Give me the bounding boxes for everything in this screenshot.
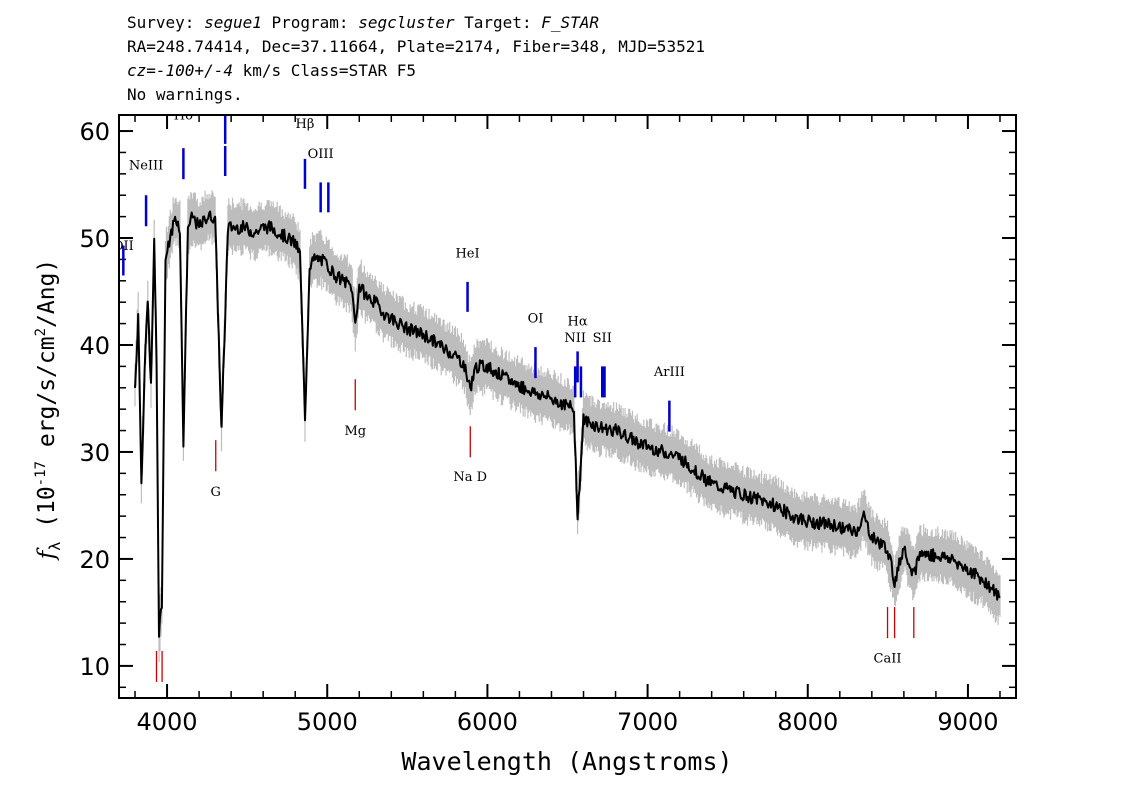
spectral-line-label: CaII bbox=[874, 652, 902, 667]
spectrum-header-line4: No warnings. bbox=[127, 85, 243, 104]
program-value: segcluster bbox=[358, 13, 455, 32]
y-tick-label: 20 bbox=[79, 546, 110, 574]
spectral-line-label: NII bbox=[564, 331, 586, 346]
spectral-line-label: Mg bbox=[344, 424, 366, 439]
x-tick-label: 8000 bbox=[777, 708, 838, 736]
spectral-line-label: OIII bbox=[308, 147, 334, 162]
spectral-line-label: Hδ bbox=[174, 108, 193, 123]
y-tick-label: 60 bbox=[79, 118, 110, 146]
survey-value: segue1 bbox=[204, 13, 262, 32]
spectral-line-label: HeI bbox=[455, 246, 479, 261]
x-tick-label: 9000 bbox=[937, 708, 998, 736]
spectral-line-label: G bbox=[211, 485, 221, 500]
survey-label: Survey: bbox=[127, 13, 205, 32]
spectral-line-label: SII bbox=[593, 331, 612, 346]
target-value: F_STAR bbox=[541, 13, 600, 32]
spectral-line-label: K bbox=[152, 696, 162, 711]
x-axis-label: Wavelength (Angstroms) bbox=[401, 747, 732, 776]
spectral-line-label: OIII bbox=[212, 86, 238, 101]
spectrum-header-line1: Survey: segue1 Program: segcluster Targe… bbox=[127, 12, 599, 34]
program-label: Program: bbox=[261, 13, 359, 32]
spectral-line-label: Hβ bbox=[296, 117, 315, 132]
y-tick-label: 50 bbox=[79, 225, 110, 253]
y-tick-label: 30 bbox=[79, 439, 110, 467]
spectral-line-label: Hα bbox=[568, 315, 588, 330]
target-label: Target: bbox=[454, 13, 542, 32]
spectrum-header-line3: cz=-100+/-4 km/s Class=STAR F5 bbox=[127, 60, 416, 82]
spectral-line-label: OII bbox=[113, 239, 134, 254]
y-axis-label: fλ (10-17 erg/s/cm2/Ang) bbox=[33, 259, 64, 562]
redshift-value: cz=-100+/-4 bbox=[127, 61, 233, 80]
spectral-line-label: H bbox=[156, 696, 167, 711]
spectral-line-label: Na D bbox=[453, 470, 487, 485]
y-tick-label: 10 bbox=[79, 653, 110, 681]
class-text: km/s Class=STAR F5 bbox=[232, 61, 416, 80]
x-tick-label: 5000 bbox=[297, 708, 358, 736]
x-tick-label: 6000 bbox=[457, 708, 518, 736]
x-tick-label: 4000 bbox=[137, 708, 198, 736]
y-tick-label: 40 bbox=[79, 332, 110, 360]
x-tick-label: 7000 bbox=[617, 708, 678, 736]
spectral-line-label: OI bbox=[528, 312, 544, 327]
flux-error-band bbox=[134, 190, 1001, 662]
spectrum-header-line2: RA=248.74414, Dec=37.11664, Plate=2174, … bbox=[127, 37, 705, 56]
spectral-line-label: ArIII bbox=[653, 365, 685, 380]
flux-series-line bbox=[134, 210, 1001, 638]
plot-frame bbox=[118, 114, 1017, 699]
spectral-line-label: NeIII bbox=[129, 159, 163, 174]
